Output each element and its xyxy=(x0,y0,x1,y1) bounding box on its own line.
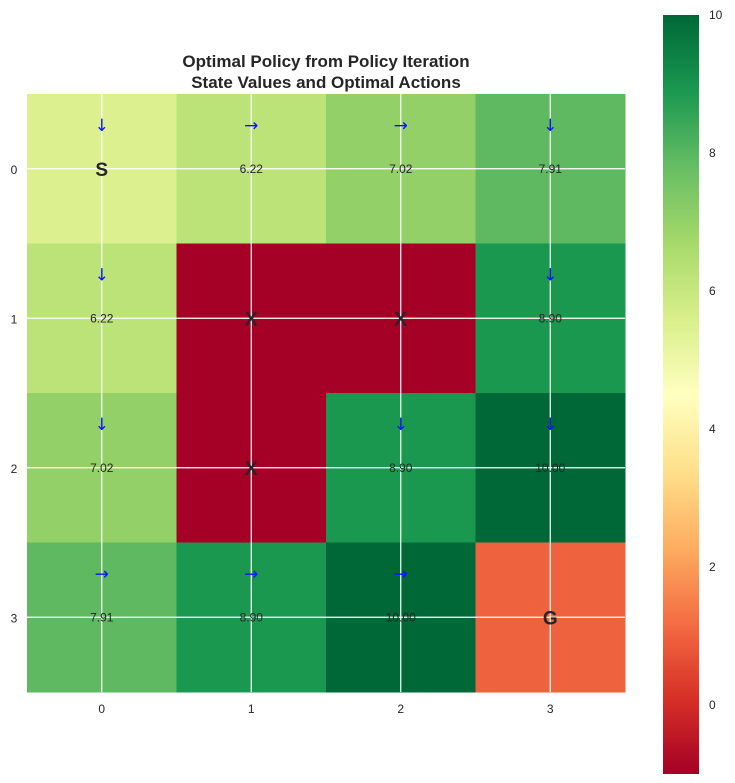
state-value-label: 7.91 xyxy=(90,610,114,624)
action-arrow: → xyxy=(244,116,258,136)
gridlines xyxy=(27,94,625,692)
x-tick-label: 2 xyxy=(397,702,404,716)
x-axis-ticks: 0 1 2 3 xyxy=(98,702,554,716)
action-arrow: ↓ xyxy=(95,415,109,435)
colorbar-tick-label: 2 xyxy=(709,560,716,574)
y-tick-label: 0 xyxy=(11,163,18,177)
chart-title-line-1: Optimal Policy from Policy Iteration xyxy=(182,52,469,71)
action-arrow: → xyxy=(95,564,109,584)
action-arrow: ↓ xyxy=(543,265,557,285)
y-tick-label: 2 xyxy=(11,462,18,476)
action-arrow: → xyxy=(394,116,408,136)
action-arrow: ↓ xyxy=(95,265,109,285)
y-axis-ticks: 0 1 2 3 xyxy=(11,163,18,626)
state-value-label: 6.22 xyxy=(240,162,264,176)
colorbar-tick-label: 10 xyxy=(709,8,723,22)
state-value-label: 8.90 xyxy=(240,610,264,624)
x-tick-label: 3 xyxy=(547,702,554,716)
cell-annotations: ↓ S → 6.22 → 7.02 ↓ 7.91 ↓ 6.22 X X ↓ 8.90 ↓ 7.02 X ↓ 8.90… xyxy=(90,116,566,630)
action-arrow: → xyxy=(244,564,258,584)
colorbar xyxy=(663,15,699,774)
state-value-label: 8.90 xyxy=(539,311,563,325)
chart-title-line-2: State Values and Optimal Actions xyxy=(191,73,461,92)
action-arrow: ↓ xyxy=(394,415,408,435)
heatmap-grid xyxy=(27,94,626,693)
x-tick-label: 0 xyxy=(98,702,105,716)
action-arrow: ↓ xyxy=(543,116,557,136)
y-tick-label: 3 xyxy=(11,611,18,625)
state-value-label: 8.90 xyxy=(389,461,413,475)
state-value-label: 7.91 xyxy=(539,162,563,176)
obstacle-marker: X xyxy=(245,459,258,480)
start-marker: S xyxy=(95,160,108,181)
state-value-label: 7.02 xyxy=(90,461,114,475)
action-arrow: → xyxy=(394,564,408,584)
colorbar-tick-label: 8 xyxy=(709,146,716,160)
y-tick-label: 1 xyxy=(11,312,18,326)
obstacle-marker: X xyxy=(394,309,407,330)
colorbar-tick-label: 0 xyxy=(709,698,716,712)
state-value-label: 10.00 xyxy=(386,610,416,624)
action-arrow: ↓ xyxy=(95,116,109,136)
colorbar-ticks: 0 2 4 6 8 10 xyxy=(709,8,723,712)
colorbar-tick-label: 4 xyxy=(709,422,716,436)
x-tick-label: 1 xyxy=(248,702,255,716)
goal-marker: G xyxy=(543,608,558,629)
state-value-label: 10.00 xyxy=(535,461,565,475)
action-arrow: ↓ xyxy=(543,415,557,435)
state-value-label: 7.02 xyxy=(389,162,413,176)
state-value-label: 6.22 xyxy=(90,311,114,325)
colorbar-tick-label: 6 xyxy=(709,284,716,298)
obstacle-marker: X xyxy=(245,309,258,330)
